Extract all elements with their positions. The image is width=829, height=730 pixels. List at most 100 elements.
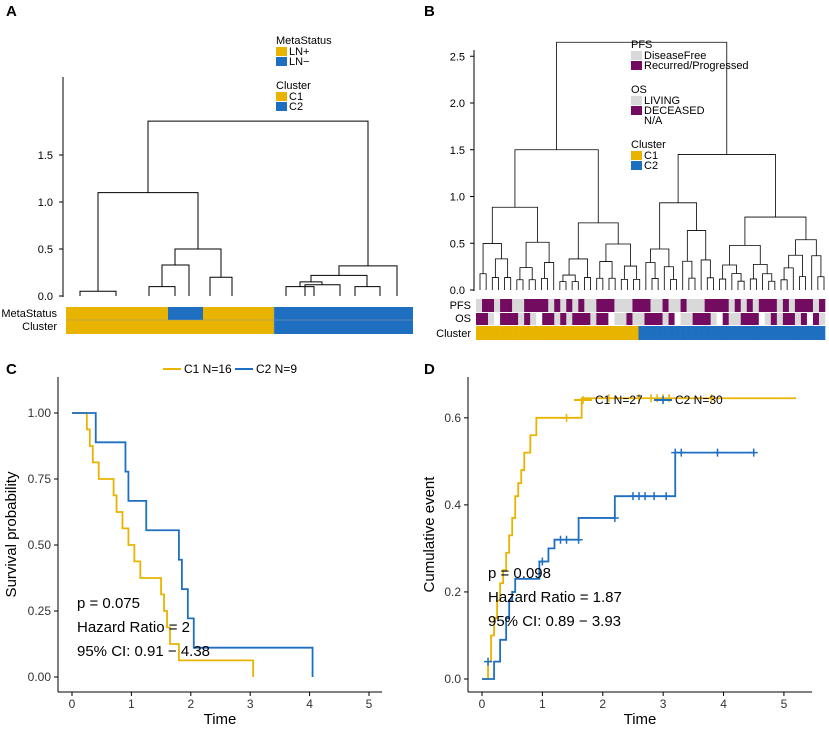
track-cell bbox=[482, 326, 489, 340]
track-cell bbox=[566, 299, 573, 312]
track-cell bbox=[710, 313, 717, 325]
legend-item-label: Recurred/Progressed bbox=[644, 60, 749, 72]
track-cell bbox=[794, 326, 802, 340]
track-cell bbox=[560, 326, 567, 340]
dendro-link bbox=[608, 277, 616, 290]
track-cell bbox=[476, 326, 483, 340]
track-cell bbox=[536, 313, 543, 325]
track-cell bbox=[710, 299, 717, 312]
legend-item-label: DECEASED bbox=[644, 105, 705, 117]
dendro-link bbox=[79, 290, 117, 296]
track-cell bbox=[542, 313, 549, 325]
legend-title: PFS bbox=[631, 39, 652, 51]
track-cell bbox=[476, 299, 483, 312]
annotation-text: Hazard Ratio = 2 bbox=[77, 619, 190, 636]
track-cell bbox=[746, 313, 754, 325]
track-cell bbox=[590, 313, 597, 325]
track-cell bbox=[554, 326, 561, 340]
dendro-link bbox=[544, 262, 555, 290]
track-cell bbox=[818, 299, 826, 312]
track-cell-c2 bbox=[274, 307, 413, 334]
dendro-link bbox=[677, 154, 776, 218]
y-tick-label: 1.00 bbox=[28, 406, 52, 420]
track-cell bbox=[704, 326, 711, 340]
track-cell bbox=[620, 313, 627, 325]
x-tick-label: 1 bbox=[128, 697, 135, 711]
dendro-link bbox=[623, 265, 638, 280]
track-cell bbox=[776, 313, 784, 325]
annotation-text: p = 0.098 bbox=[488, 565, 551, 582]
y-tick-label: 0.6 bbox=[444, 411, 461, 425]
dendro-link bbox=[147, 120, 369, 266]
track-cell bbox=[740, 313, 748, 325]
track-cell bbox=[524, 299, 531, 312]
track-cell bbox=[704, 313, 711, 325]
x-axis-label: Time bbox=[624, 711, 657, 728]
track-cell bbox=[704, 299, 711, 312]
track-cell bbox=[776, 299, 784, 312]
dendro-link bbox=[541, 278, 548, 290]
track-cell bbox=[596, 299, 603, 312]
legend-item-label: LN− bbox=[289, 56, 310, 68]
dendro-link bbox=[722, 264, 737, 280]
track-cell bbox=[572, 299, 579, 312]
dendro-link bbox=[633, 278, 641, 290]
track-cell bbox=[524, 313, 531, 325]
track-cell bbox=[692, 326, 699, 340]
dendro-link bbox=[174, 248, 222, 278]
censor-mark bbox=[562, 535, 571, 544]
y-tick-label: 0.5 bbox=[38, 244, 53, 256]
y-axis-label: Survival probability bbox=[3, 471, 20, 597]
track-cell bbox=[752, 299, 760, 312]
track-cell bbox=[524, 326, 531, 340]
track-cell bbox=[638, 299, 645, 312]
track-cell bbox=[578, 313, 585, 325]
dendro-link bbox=[817, 276, 825, 290]
track-cell bbox=[788, 299, 796, 312]
legend-item-label: C2 N=9 bbox=[256, 362, 297, 376]
track-cell bbox=[806, 299, 814, 312]
panel-label-c: C bbox=[6, 361, 17, 378]
legend-item-label: C1 bbox=[289, 91, 303, 103]
y-tick-label: 0.75 bbox=[28, 472, 52, 486]
legend-swatch bbox=[631, 61, 642, 70]
track-cell bbox=[512, 299, 519, 312]
track-cell bbox=[584, 326, 591, 340]
track-label: Cluster bbox=[436, 328, 471, 340]
legend-swatch bbox=[631, 151, 642, 160]
track-cell bbox=[620, 326, 627, 340]
y-tick-label: 0.00 bbox=[28, 670, 52, 684]
track-cell bbox=[656, 313, 663, 325]
dendro-link bbox=[749, 278, 757, 290]
track-cell bbox=[530, 299, 537, 312]
track-cell bbox=[638, 326, 645, 340]
legend-item-label: C1 N=27 bbox=[595, 393, 643, 407]
y-tick-label: 1.5 bbox=[38, 150, 53, 162]
y-tick-label: 0.2 bbox=[444, 585, 461, 599]
track-label: PFS bbox=[450, 300, 471, 312]
track-cell bbox=[530, 326, 537, 340]
track-cell bbox=[656, 299, 663, 312]
track-cell bbox=[686, 326, 693, 340]
track-cell bbox=[614, 326, 621, 340]
legend-swatch bbox=[276, 102, 287, 111]
track-cell bbox=[584, 299, 591, 312]
track-cell bbox=[734, 326, 742, 340]
dendro-link bbox=[514, 149, 599, 223]
track-cell bbox=[686, 299, 693, 312]
legend-swatch bbox=[631, 116, 642, 125]
dendro-link bbox=[737, 280, 745, 290]
track-cell bbox=[536, 326, 543, 340]
legend-title: OS bbox=[631, 84, 647, 96]
censor-mark bbox=[635, 394, 643, 403]
track-cell bbox=[482, 313, 489, 325]
track-cell bbox=[608, 326, 615, 340]
panel-b-dendrogram: 0.00.51.01.52.02.5PFSOSClusterPFSDisease… bbox=[436, 39, 826, 340]
x-tick-label: 0 bbox=[479, 697, 486, 711]
legend-item-label: C2 bbox=[289, 101, 303, 113]
y-tick-label: 0.25 bbox=[28, 604, 52, 618]
track-cell bbox=[578, 299, 585, 312]
track-cell bbox=[542, 326, 549, 340]
track-cell bbox=[572, 326, 579, 340]
censor-mark bbox=[707, 394, 716, 403]
